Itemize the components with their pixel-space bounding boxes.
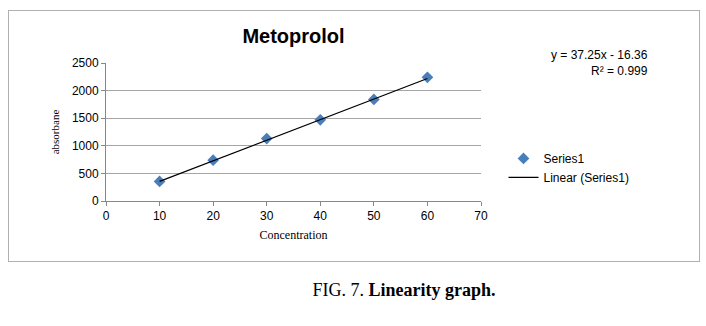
- svg-text:2000: 2000: [72, 84, 99, 98]
- svg-text:absorbane: absorbane: [49, 110, 61, 155]
- svg-text:70: 70: [474, 209, 488, 223]
- svg-text:Metoprolol: Metoprolol: [242, 25, 344, 47]
- svg-text:40: 40: [314, 209, 328, 223]
- svg-text:y = 37.25x - 16.36R² = 0.999: y = 37.25x - 16.36R² = 0.999: [551, 48, 648, 78]
- svg-text:1000: 1000: [72, 139, 99, 153]
- svg-text:50: 50: [367, 209, 381, 223]
- svg-text:1500: 1500: [72, 111, 99, 125]
- svg-text:Linear (Series1): Linear (Series1): [544, 171, 629, 185]
- svg-text:Concentration: Concentration: [260, 228, 328, 242]
- html-text:FIG. 7. Linearity graph.: FIG. 7. Linearity graph.: [312, 280, 496, 300]
- svg-text:0: 0: [92, 194, 99, 208]
- svg-text:20: 20: [206, 209, 220, 223]
- svg-text:60: 60: [421, 209, 435, 223]
- svg-text:2500: 2500: [72, 56, 99, 70]
- svg-text:10: 10: [153, 209, 167, 223]
- svg-text:500: 500: [79, 167, 99, 181]
- svg-text:Series1: Series1: [544, 152, 585, 166]
- svg-text:30: 30: [260, 209, 274, 223]
- svg-text:0: 0: [103, 209, 110, 223]
